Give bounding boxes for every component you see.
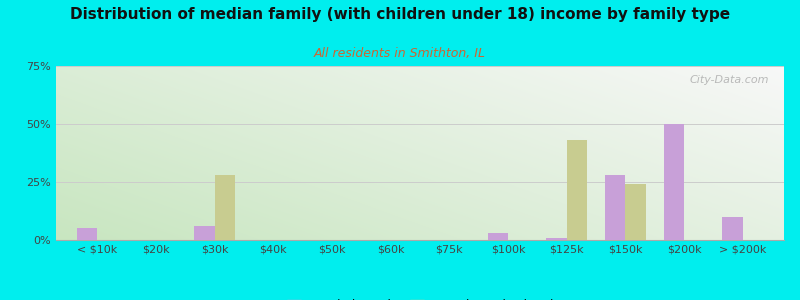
Bar bbox=[605, 175, 626, 240]
Text: All residents in Smithton, IL: All residents in Smithton, IL bbox=[314, 46, 486, 59]
Bar bbox=[487, 233, 508, 240]
Bar bbox=[566, 140, 587, 240]
Text: Distribution of median family (with children under 18) income by family type: Distribution of median family (with chil… bbox=[70, 8, 730, 22]
Bar bbox=[664, 124, 684, 240]
Bar bbox=[722, 217, 743, 240]
Bar bbox=[214, 175, 235, 240]
Bar bbox=[194, 226, 214, 240]
Bar bbox=[77, 228, 97, 240]
Bar bbox=[546, 238, 566, 240]
Legend: Married couple, Female, no husband: Married couple, Female, no husband bbox=[282, 295, 558, 300]
Text: City-Data.com: City-Data.com bbox=[690, 75, 770, 85]
Bar bbox=[626, 184, 646, 240]
